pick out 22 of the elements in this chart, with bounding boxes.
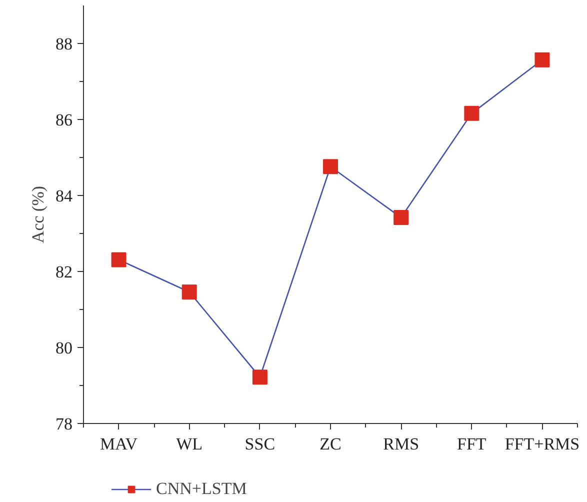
y-axis-title: Acc (%) bbox=[28, 186, 48, 244]
x-tick-label: FFT+RMS bbox=[504, 434, 580, 454]
point bbox=[464, 106, 480, 121]
y-tick-label: 78 bbox=[56, 414, 72, 434]
x-tick-label: RMS bbox=[383, 434, 420, 454]
point bbox=[111, 252, 126, 268]
point bbox=[534, 52, 550, 68]
y-tick-label: 86 bbox=[56, 110, 72, 130]
x-tick-label: SSC bbox=[244, 434, 276, 454]
point bbox=[323, 159, 338, 174]
y-tick-label: 84 bbox=[56, 186, 73, 206]
y-tick-label: 82 bbox=[56, 262, 72, 282]
point bbox=[394, 210, 409, 226]
point bbox=[252, 370, 268, 385]
point bbox=[182, 284, 197, 300]
x-tick-label: ZC bbox=[320, 434, 342, 454]
x-tick-label: MAV bbox=[100, 434, 138, 454]
legend-label: CNN+LSTM bbox=[156, 479, 247, 499]
y-tick-label: 88 bbox=[56, 34, 72, 54]
x-tick-label: FFT bbox=[456, 434, 487, 454]
x-tick-label: WL bbox=[176, 434, 203, 454]
y-tick-label: 80 bbox=[56, 338, 72, 358]
